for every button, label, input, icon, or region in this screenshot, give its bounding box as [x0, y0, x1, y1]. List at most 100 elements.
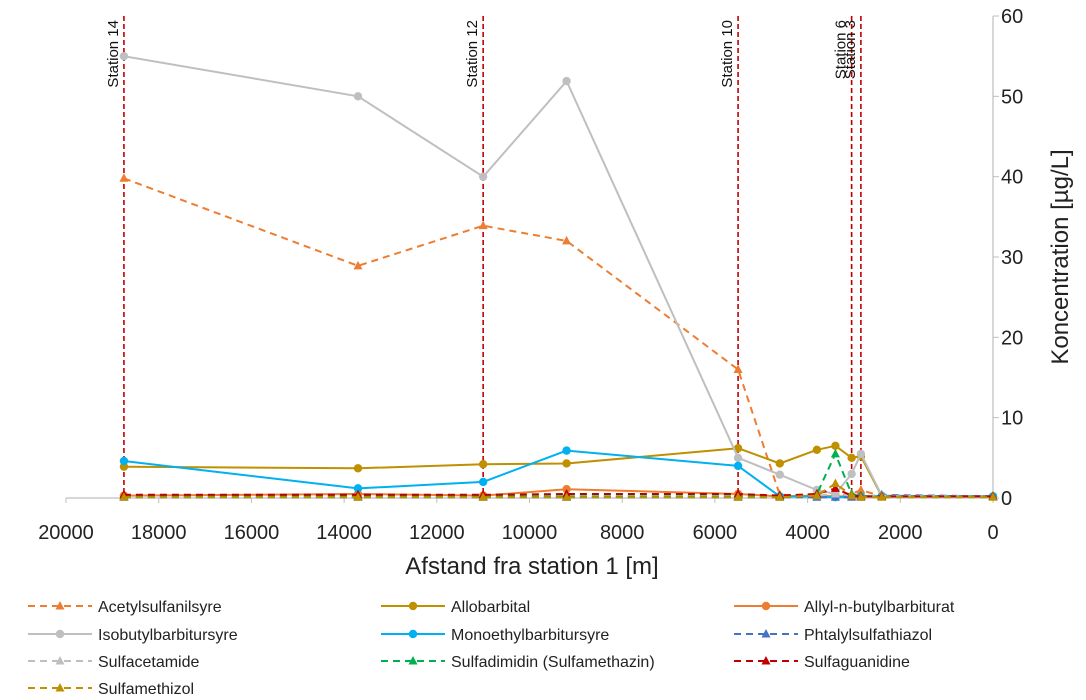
data-point	[562, 446, 571, 455]
legend: Acetylsulfanilsyre Allobarbital Allyl-n-bu…	[28, 599, 955, 698]
y-tick-labels: 0 10 20 30 40 50 60	[993, 6, 1023, 510]
y-tick-label: 30	[1001, 247, 1023, 269]
data-point	[353, 92, 363, 101]
legend-item-sulfamethizol: Sulfamethizol	[28, 681, 194, 698]
data-point	[478, 220, 488, 230]
legend-item-allyl-n-butylbarbiturat: Allyl-n-butylbarbiturat	[734, 599, 955, 616]
data-point	[812, 490, 822, 500]
data-point	[119, 456, 129, 466]
y-tick-label: 20	[1001, 327, 1023, 349]
data-point	[119, 173, 129, 182]
data-point	[856, 484, 866, 494]
legend-item-monoethylbarbitursyre: Monoethylbarbitursyre	[381, 627, 609, 644]
x-axis-title: Afstand fra station 1 [m]	[405, 553, 658, 580]
legend-label: Allobarbital	[451, 599, 530, 616]
data-point	[353, 260, 363, 270]
station-label-station-12: Station 12	[464, 20, 481, 88]
data-point	[733, 492, 743, 501]
x-tick-label: 8000	[600, 522, 645, 544]
legend-marker	[55, 683, 65, 692]
legend-item-acetylsulfanilsyre: Acetylsulfanilsyre	[28, 599, 222, 616]
series-line-sulfaguanidine	[123, 487, 993, 498]
data-point	[562, 76, 571, 86]
legend-marker	[55, 656, 65, 665]
data-point	[856, 492, 866, 501]
data-point	[831, 441, 840, 450]
x-tick-label: 0	[987, 522, 998, 544]
legend-item-phtalylsulfathiazol: Phtalylsulfathiazol	[734, 627, 932, 644]
data-point	[830, 488, 840, 498]
x-tick-label: 12000	[409, 522, 465, 544]
data-point	[478, 477, 488, 487]
station-label-station-3: Station 3	[842, 20, 859, 79]
series	[119, 51, 998, 502]
data-point	[353, 464, 363, 473]
series-line-isobutylbarbitursyre	[123, 55, 994, 498]
legend-label: Sulfacetamide	[98, 654, 199, 671]
x-tick-label: 20000	[38, 522, 94, 544]
station-label-station-10: Station 10	[719, 20, 736, 88]
data-point	[812, 445, 822, 454]
legend-marker	[408, 656, 418, 665]
legend-label: Sulfamethizol	[98, 681, 194, 698]
data-point	[478, 172, 488, 181]
legend-label: Phtalylsulfathiazol	[804, 627, 932, 644]
data-point	[775, 459, 784, 468]
legend-marker	[408, 629, 418, 639]
x-tick-label: 2000	[878, 522, 923, 544]
x-tick-label: 18000	[131, 522, 187, 544]
data-point	[830, 448, 840, 458]
legend-marker	[761, 629, 771, 638]
data-point	[353, 492, 363, 501]
data-point	[478, 460, 488, 469]
x-tick-label: 4000	[785, 522, 830, 544]
y-tick-label: 0	[1001, 488, 1012, 510]
station-markers: Station 14 Station 12 Station 10 Station 6S…	[105, 16, 862, 498]
data-point	[830, 483, 840, 492]
legend-label: Sulfadimidin (Sulfamethazin)	[451, 654, 655, 671]
data-point	[830, 478, 840, 488]
data-point	[562, 492, 572, 501]
legend-label: Isobutylbarbitursyre	[98, 627, 238, 644]
data-point	[847, 469, 856, 479]
data-point	[353, 484, 363, 493]
legend-item-allobarbital: Allobarbital	[381, 599, 530, 616]
legend-item-sulfacetamide: Sulfacetamide	[28, 654, 199, 671]
data-point	[988, 492, 998, 501]
y-tick-label: 10	[1001, 408, 1023, 430]
legend-item-sulfaguanidine: Sulfaguanidine	[734, 654, 910, 671]
x-tick-label: 14000	[316, 522, 372, 544]
x-tick-label: 16000	[224, 522, 280, 544]
station-label-station-6: Station 6	[833, 20, 850, 79]
legend-label: Monoethylbarbitursyre	[451, 627, 609, 644]
series-line-sulfamethizol	[123, 482, 993, 499]
y-tick-label: 40	[1001, 167, 1023, 189]
data-point	[119, 492, 129, 501]
data-point	[847, 453, 856, 463]
series-line-acetylsulfanilsyre	[123, 177, 993, 498]
legend-marker	[761, 656, 771, 665]
legend-label: Sulfaguanidine	[804, 654, 910, 671]
axes: 20000 18000 16000 14000 12000 10000 8000 6000 40…	[38, 6, 1074, 580]
series-isobutylbarbitursyre	[119, 51, 998, 501]
data-point	[877, 492, 887, 501]
legend-marker	[55, 629, 65, 639]
legend-item-isobutylbarbitursyre: Isobutylbarbitursyre	[28, 627, 238, 644]
data-point	[775, 470, 784, 479]
data-point	[733, 364, 743, 373]
y-tick-label: 50	[1001, 86, 1023, 108]
series-sulfamethizol	[119, 478, 998, 501]
data-point	[733, 461, 743, 471]
data-point	[562, 459, 571, 468]
x-tick-label: 6000	[693, 522, 738, 544]
legend-label: Acetylsulfanilsyre	[98, 599, 222, 616]
data-point	[119, 51, 129, 61]
y-tick-label: 60	[1001, 6, 1023, 28]
legend-item-sulfadimidin-sulfamethazin: Sulfadimidin (Sulfamethazin)	[381, 654, 655, 671]
series-allobarbital	[119, 441, 998, 501]
data-point	[562, 235, 572, 245]
series-acetylsulfanilsyre	[119, 173, 998, 500]
legend-marker	[761, 601, 771, 611]
x-tick-label: 10000	[502, 522, 558, 544]
